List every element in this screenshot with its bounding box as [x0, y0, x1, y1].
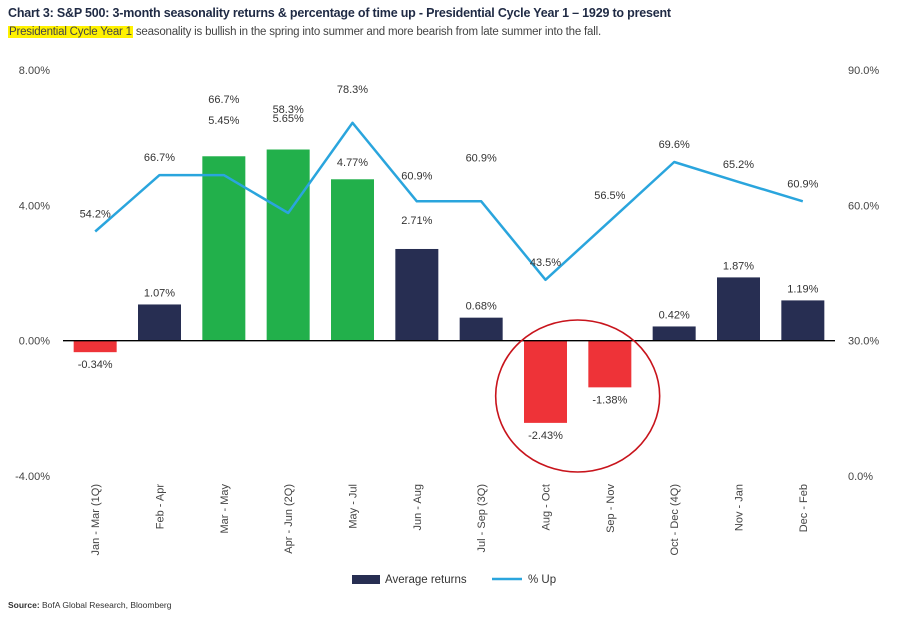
chart-subtitle: Presidential Cycle Year 1 seasonality is… [8, 26, 601, 38]
percent-up-label: 60.9% [401, 170, 432, 182]
percent-up-label: 66.7% [144, 152, 175, 164]
percent-up-label: 60.9% [466, 152, 497, 164]
bar-data-label: 2.71% [401, 215, 432, 227]
percent-up-label: 54.2% [80, 208, 111, 220]
bar-data-label: 1.19% [787, 283, 818, 295]
right-axis-tick-label: 30.0% [848, 336, 879, 348]
percent-up-label: 78.3% [337, 84, 368, 96]
percent-up-label: 58.3% [273, 104, 304, 116]
bar-data-label: 0.68% [466, 301, 497, 313]
source-note: Source: BofA Global Research, Bloomberg [8, 600, 171, 610]
subtitle-highlight: Presidential Cycle Year 1 [8, 26, 133, 38]
subtitle-text: seasonality is bullish in the spring int… [132, 26, 601, 38]
category-label: May - Jul [348, 484, 360, 529]
percent-up-label: 56.5% [594, 190, 625, 202]
bar [331, 179, 374, 341]
bar-data-label: 1.87% [723, 260, 754, 272]
bar [781, 300, 825, 341]
bar [202, 156, 246, 341]
right-axis-tick-label: 60.0% [848, 200, 879, 212]
percent-up-line [94, 121, 804, 282]
percent-up-label: 69.6% [659, 139, 690, 151]
left-axis-tick-label: 8.00% [19, 65, 50, 77]
bar [395, 248, 439, 341]
percent-up-label: 66.7% [208, 94, 239, 106]
category-label: Jun - Aug [412, 484, 424, 530]
bar [73, 340, 117, 353]
percent-up-label: 43.5% [530, 257, 561, 269]
right-axis-tick-label: 0.0% [848, 471, 873, 483]
bar-data-label: 0.42% [659, 309, 690, 321]
bar-data-label: 1.07% [144, 287, 175, 299]
bar [524, 340, 567, 423]
bar-data-label: 4.77% [337, 157, 368, 169]
source-text: BofA Global Research, Bloomberg [39, 600, 172, 610]
right-axis-tick-label: 90.0% [848, 65, 879, 77]
left-axis-tick-label: 4.00% [19, 200, 50, 212]
percent-up-label: 60.9% [787, 178, 818, 190]
bar-data-label: -2.43% [528, 430, 563, 442]
category-label: Dec - Feb [798, 484, 810, 532]
category-label: Apr - Jun (2Q) [283, 484, 295, 554]
bar-data-label: -1.38% [592, 394, 627, 406]
category-label: Mar - May [219, 484, 231, 534]
legend-label-line: % Up [528, 574, 556, 586]
category-label: Aug - Oct [541, 484, 553, 530]
bar [266, 149, 310, 341]
legend-label-bars: Average returns [385, 574, 467, 586]
category-label: Feb - Apr [155, 484, 167, 530]
annotation-circle [494, 319, 661, 473]
bar [588, 340, 632, 388]
category-label: Sep - Nov [605, 484, 617, 533]
source-label: Source: [8, 600, 40, 610]
category-label: Jan - Mar (1Q) [90, 484, 102, 556]
category-label: Jul - Sep (3Q) [476, 484, 488, 552]
left-axis-tick-label: 0.00% [19, 336, 50, 348]
category-label: Oct - Dec (4Q) [669, 484, 681, 556]
bar [138, 304, 181, 341]
bar-data-label: 5.45% [208, 115, 239, 127]
bar [652, 326, 696, 341]
left-axis-tick-label: -4.00% [15, 471, 50, 483]
chart-title: Chart 3: S&P 500: 3-month seasonality re… [8, 6, 671, 20]
bar [459, 317, 503, 341]
bar-data-label: -0.34% [78, 359, 113, 371]
category-label: Nov - Jan [734, 484, 746, 531]
percent-up-label: 65.2% [723, 159, 754, 171]
bar-data-label: 5.65% [273, 113, 304, 125]
bar [717, 277, 760, 341]
legend-swatch-bars [352, 575, 380, 584]
